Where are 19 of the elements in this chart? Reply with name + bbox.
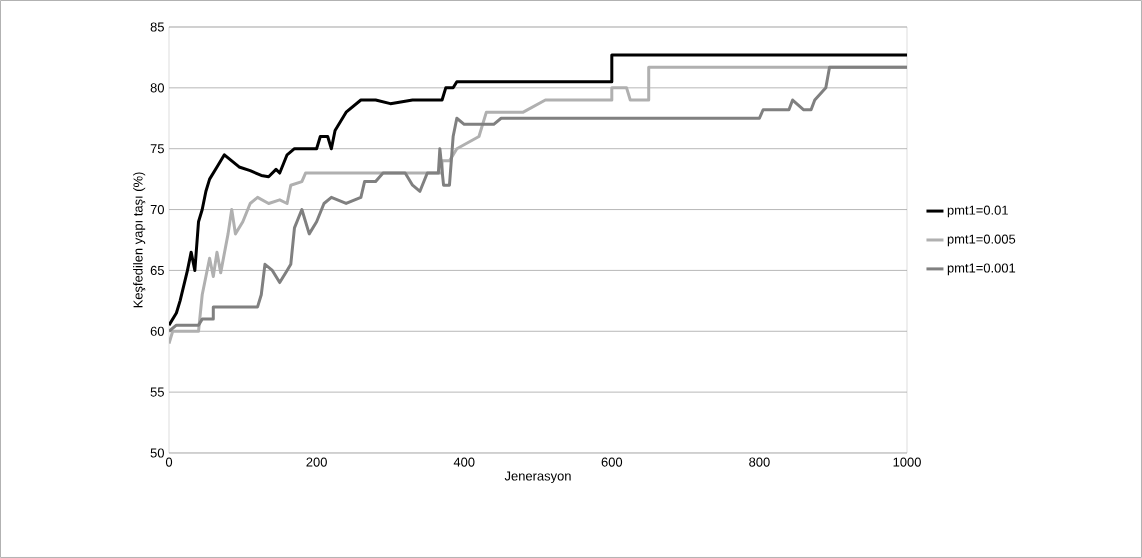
y-tick-label: 50 [150, 448, 164, 458]
legend-label: pmt1=0.005 [947, 234, 1016, 247]
x-tick-label: 800 [749, 457, 770, 467]
x-tick-label: 200 [306, 457, 327, 467]
y-axis-title: Keşfedilen yapı taşı (%) [133, 172, 146, 308]
y-tick-label: 60 [150, 326, 164, 336]
y-tick-label: 85 [150, 22, 164, 32]
x-tick-label: 1000 [893, 457, 921, 467]
y-tick-label: 70 [150, 204, 164, 215]
y-tick-label: 65 [150, 265, 164, 275]
legend-label: pmt1=0.01 [947, 205, 1008, 218]
y-tick-label: 75 [150, 144, 164, 154]
x-tick-label: 600 [601, 457, 623, 467]
x-axis-title: Jenerasyon [504, 471, 571, 484]
x-tick-label: 400 [453, 457, 475, 467]
y-tick-label: 80 [150, 83, 164, 93]
legend-label: pmt1=0.001 [947, 263, 1016, 276]
y-tick-label: 55 [150, 387, 164, 397]
x-tick-label: 0 [165, 457, 173, 467]
